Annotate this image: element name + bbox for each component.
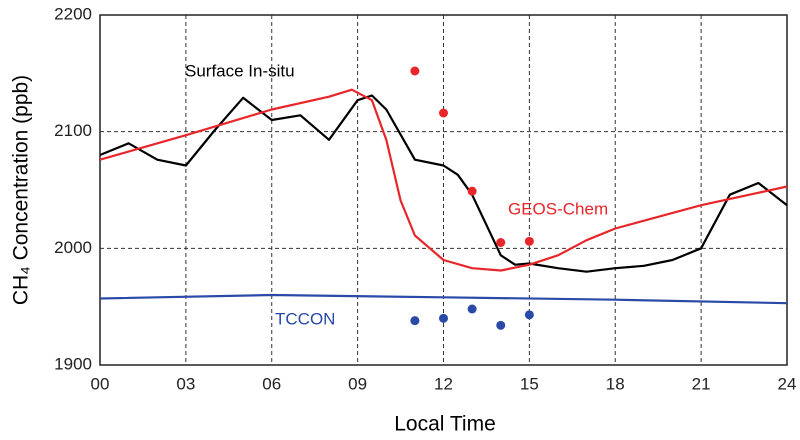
x-axis-label: Local Time [394,413,496,436]
x-tick-label: 12 [434,374,453,393]
series-label: Surface In-situ [185,61,295,80]
x-tick-label: 18 [606,374,625,393]
y-tick-label: 2200 [54,4,92,23]
x-tick-label: 03 [176,374,195,393]
x-tick-label: 15 [520,374,539,393]
series-line [99,88,788,272]
data-point [524,236,534,246]
data-point [410,66,420,76]
data-point [439,108,448,118]
data-point [467,304,477,314]
data-point [467,186,477,196]
data-point [524,310,534,320]
data-point [439,313,448,323]
y-tick-label: 2000 [54,238,92,257]
series-line [99,94,788,273]
y-tick-label: 1900 [54,354,92,373]
data-point [496,238,506,247]
series-label: TCCON [275,309,335,328]
y-tick-label: 2100 [54,121,92,140]
x-tick-label: 00 [91,374,110,393]
x-tick-label: 24 [778,374,797,393]
x-tick-label: 06 [262,374,281,393]
data-point [410,316,420,326]
y-axis-label: CH₄ Concentration (ppb) [10,75,33,305]
plot-frame [99,14,788,366]
data-point [496,320,506,330]
x-tick-label: 21 [692,374,711,393]
series-line [99,293,788,305]
series-label: GEOS-Chem [508,199,608,218]
x-tick-label: 09 [348,374,367,393]
